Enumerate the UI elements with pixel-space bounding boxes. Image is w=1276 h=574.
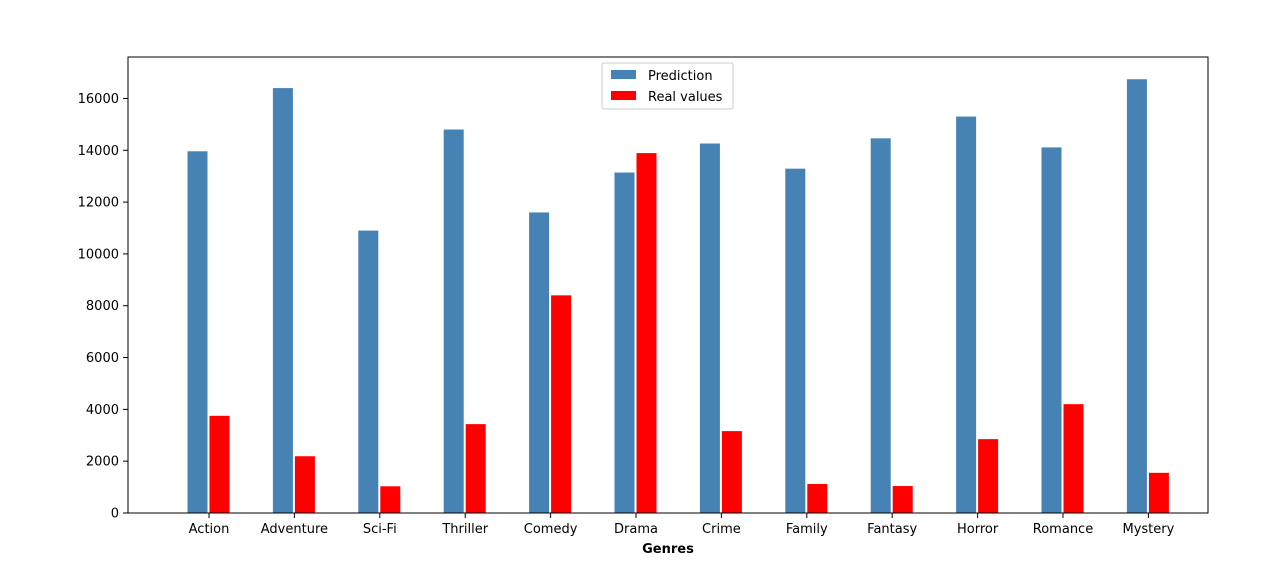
bar-real-values-adventure bbox=[293, 455, 316, 514]
x-tick-label-fantasy: Fantasy bbox=[867, 522, 917, 537]
x-tick-label-romance: Romance bbox=[1033, 522, 1093, 537]
y-tick-label: 8000 bbox=[86, 299, 119, 314]
bar-prediction-family bbox=[784, 167, 807, 514]
y-tick-label: 0 bbox=[111, 507, 119, 522]
y-tick-label: 10000 bbox=[78, 247, 119, 262]
bar-real-values-mystery bbox=[1147, 471, 1170, 514]
x-tick-label-action: Action bbox=[189, 522, 230, 537]
x-axis-title: Genres bbox=[642, 542, 694, 557]
x-tick-label-comedy: Comedy bbox=[524, 522, 578, 537]
bar-prediction-horror bbox=[955, 115, 978, 514]
plot-background bbox=[128, 57, 1208, 513]
x-tick-label-family: Family bbox=[786, 522, 828, 537]
bar-prediction-fantasy bbox=[869, 137, 892, 514]
bars-group bbox=[186, 78, 1170, 514]
bar-real-values-crime bbox=[720, 430, 743, 514]
bar-prediction-crime bbox=[698, 142, 721, 514]
plot-frame bbox=[127, 56, 1209, 514]
x-tick-label-sci-fi: Sci-Fi bbox=[363, 522, 397, 537]
bar-prediction-mystery bbox=[1125, 78, 1148, 514]
bar-real-values-romance bbox=[1062, 403, 1085, 514]
y-tick-label: 4000 bbox=[86, 403, 119, 418]
bar-real-values-thriller bbox=[464, 423, 487, 514]
y-tick-label: 12000 bbox=[78, 196, 119, 211]
bar-prediction-adventure bbox=[271, 87, 294, 514]
legend-label-prediction: Prediction bbox=[648, 69, 713, 84]
bar-real-values-action bbox=[208, 414, 231, 514]
bar-real-values-horror bbox=[977, 438, 1000, 514]
bar-real-values-comedy bbox=[550, 294, 573, 514]
bar-prediction-drama bbox=[613, 171, 636, 514]
bar-real-values-fantasy bbox=[891, 485, 914, 514]
legend-label-real-values: Real values bbox=[648, 90, 723, 105]
y-tick-label: 6000 bbox=[86, 351, 119, 366]
y-tick-label: 16000 bbox=[78, 92, 119, 107]
bar-prediction-action bbox=[186, 150, 209, 514]
x-axis-ticks: Action Adventure Sci-Fi Thriller Comedy Drama… bbox=[189, 513, 1175, 537]
y-axis-ticks: 0 2000 4000 6000 8000 10000 12000 14000 16000 bbox=[78, 92, 128, 522]
x-tick-label-thriller: Thriller bbox=[441, 522, 488, 537]
legend-swatch-prediction bbox=[611, 70, 636, 79]
bar-prediction-thriller bbox=[442, 128, 465, 514]
bar-prediction-romance bbox=[1040, 146, 1063, 514]
x-tick-label-crime: Crime bbox=[702, 522, 741, 537]
legend-swatch-real-values bbox=[611, 91, 636, 100]
x-tick-label-drama: Drama bbox=[614, 522, 658, 537]
legend: Prediction Real values bbox=[601, 62, 734, 110]
bar-real-values-sci-fi bbox=[379, 485, 402, 514]
bar-real-values-family bbox=[806, 482, 829, 514]
bar-real-values-drama bbox=[635, 152, 658, 514]
bar-prediction-sci-fi bbox=[357, 229, 380, 514]
bar-prediction-comedy bbox=[528, 211, 551, 514]
x-tick-label-mystery: Mystery bbox=[1122, 522, 1174, 537]
x-tick-label-adventure: Adventure bbox=[261, 522, 328, 537]
y-tick-label: 2000 bbox=[86, 455, 119, 470]
y-tick-label: 14000 bbox=[78, 144, 119, 159]
x-tick-label-horror: Horror bbox=[957, 522, 999, 537]
